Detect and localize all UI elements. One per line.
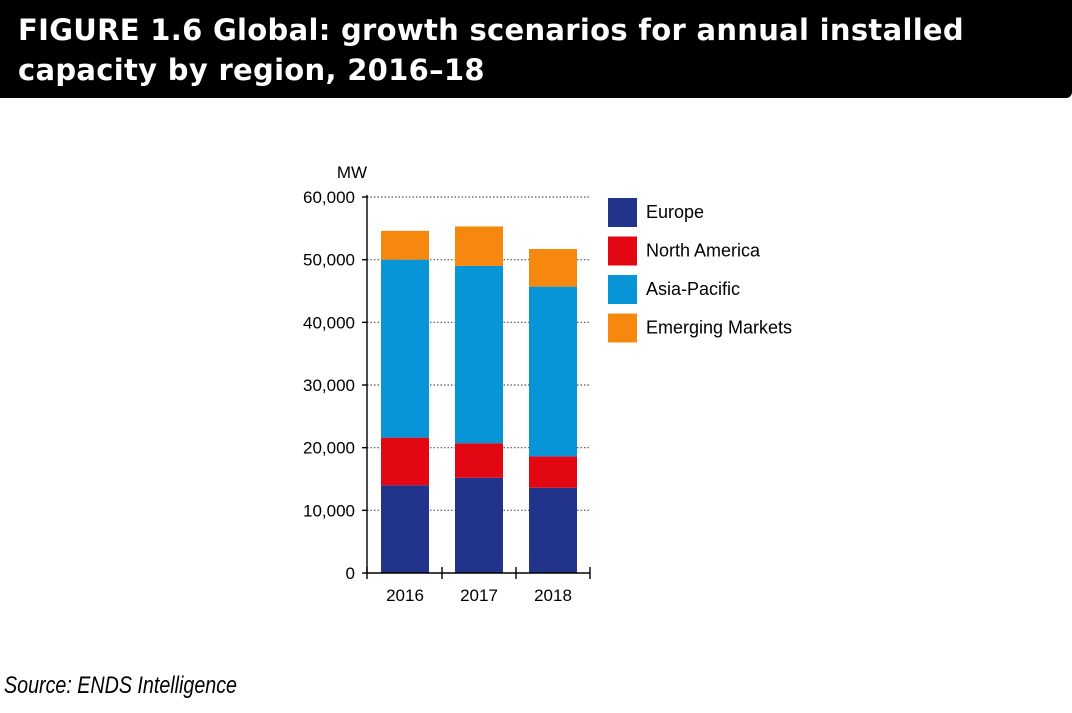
legend-swatch-europe	[608, 198, 637, 227]
y-axis-label: MW	[337, 163, 367, 182]
legend-label-emerging-markets: Emerging Markets	[646, 318, 792, 338]
bar-asia-pacific-2016	[381, 259, 429, 438]
figure-header: FIGURE 1.6 Global: growth scenarios for …	[0, 0, 1072, 98]
x-tick-label: 2016	[386, 586, 424, 605]
legend-label-north-america: North America	[646, 241, 761, 261]
bar-north-america-2017	[455, 443, 503, 478]
y-tick-label: 0	[346, 564, 355, 583]
x-tick-label: 2018	[534, 586, 572, 605]
y-tick-label: 60,000	[303, 188, 355, 207]
legend-swatch-asia-pacific	[608, 275, 637, 304]
bar-asia-pacific-2017	[455, 265, 503, 444]
legend-label-europe: Europe	[646, 202, 704, 222]
y-tick-label: 30,000	[303, 376, 355, 395]
bar-emerging-markets-2016	[381, 230, 429, 260]
x-tick-label: 2017	[460, 586, 498, 605]
y-tick-label: 10,000	[303, 501, 355, 520]
y-tick-label: 50,000	[303, 251, 355, 270]
bar-europe-2017	[455, 477, 503, 573]
bar-europe-2018	[529, 487, 577, 573]
legend-label-asia-pacific: Asia-Pacific	[646, 279, 740, 299]
y-tick-label: 20,000	[303, 439, 355, 458]
bar-north-america-2016	[381, 437, 429, 486]
bar-north-america-2018	[529, 456, 577, 488]
bar-emerging-markets-2018	[529, 249, 577, 287]
legend-swatch-north-america	[608, 236, 637, 266]
bar-europe-2016	[381, 485, 429, 573]
bar-asia-pacific-2018	[529, 286, 577, 457]
source-note: Source: ENDS Intelligence	[4, 672, 238, 699]
figure-title: FIGURE 1.6 Global: growth scenarios for …	[18, 13, 964, 87]
bar-emerging-markets-2017	[455, 226, 503, 266]
y-tick-label: 40,000	[303, 313, 355, 332]
legend-swatch-emerging-markets	[608, 313, 637, 343]
